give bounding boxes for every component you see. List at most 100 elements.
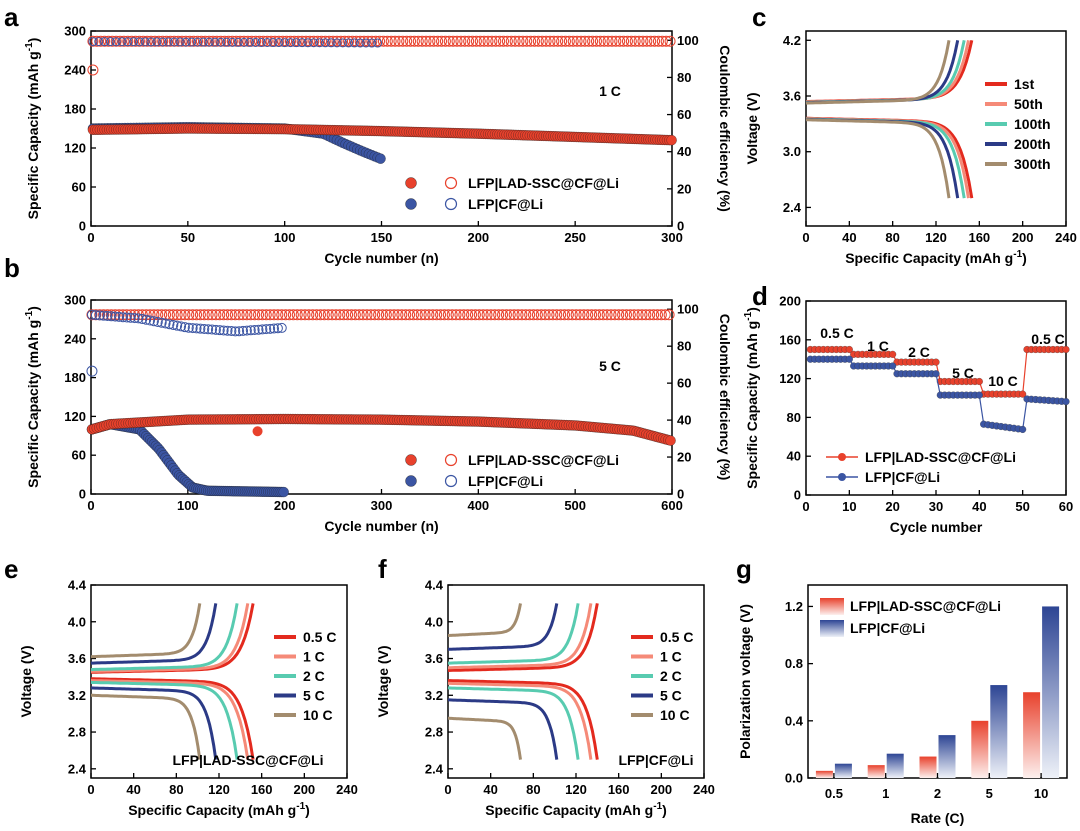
ce-point-blue [140,37,150,47]
ce-point-red [388,309,400,321]
ce-point-red [396,309,408,321]
bar-blue [1042,606,1060,778]
ce-point-blue [291,38,301,48]
ce-point-red [447,35,459,47]
outlier-point [252,426,263,437]
ce-point-red [536,35,548,47]
outlier-point [87,64,99,76]
ce-point-red [330,309,342,321]
y-tick-label: 0 [79,219,86,234]
ce-point-red [446,309,458,321]
rate-point [975,377,983,386]
ce-point-red [575,35,587,47]
panel-e: 0 40 80 120 160 200 240 2.4 2.8 3.2 3.6 4.0 4.4 Speci… [4,554,358,818]
ce-point-red [629,35,641,47]
ce-point-red [605,309,617,321]
rate-label: 2 C [908,344,930,360]
bar-red [971,720,989,778]
ce-point-red [412,35,424,47]
ce-point-blue [367,38,377,48]
ce-point-red [497,309,509,321]
y-tick-label: 120 [64,409,86,424]
y-tick-label: 4.0 [425,614,443,629]
ce-point-red [451,35,463,47]
ce-point-red [632,309,644,321]
ce-point-red [528,309,540,321]
y-tick-label: 4.2 [783,33,801,48]
y-tick-label: 0 [794,488,801,503]
rate-point [845,345,853,354]
ce-point-red [307,309,319,321]
y-axis-label-end: ) [25,38,41,43]
ce-point-red [579,35,591,47]
ce-point-red [194,309,206,321]
ce-point-red [466,309,478,321]
ce-point-red [498,35,510,47]
ce-point-blue [117,312,128,323]
ce-point-red [625,35,637,47]
discharge-curve [90,680,239,760]
x-axis-label: Cycle number (n) [324,250,438,266]
x-tick-label: 160 [251,782,273,797]
rate-point [975,391,983,399]
ce-point-red [655,309,667,321]
x-tick-label: 100 [177,498,199,513]
x-tick-label: 80 [169,782,183,797]
ce-point-blue [265,323,276,334]
charge-curve [448,603,593,670]
ce-point-red [287,309,299,321]
ce-point-red [384,309,396,321]
ce-point-red [481,309,493,321]
ce-point-blue [191,323,202,334]
charge-curve [448,603,580,665]
charge-curve [805,40,951,105]
ce-point-red [571,35,583,47]
ce-point-red [590,35,602,47]
ce-point-red [443,35,455,47]
ce-point-red [531,309,543,321]
x-axis-label-sup: -1 [1013,249,1022,260]
ce-point-red [474,35,486,47]
ce-point-blue [204,37,214,47]
ce-point-red [188,35,200,47]
ce-point-blue [245,325,256,336]
ce-point-blue [152,316,163,327]
x-tick-label: 120 [208,782,230,797]
ce-point-red [520,309,532,321]
y-tick-label: 2.8 [425,725,443,740]
legend-label: LFP|CF@Li [468,473,543,489]
ce-point-red [598,35,610,47]
legend-label: LFP|CF@Li [865,469,940,485]
ce-point-blue [207,324,218,335]
y2-tick-label: 20 [677,450,691,465]
ce-point-red [338,309,350,321]
y2-tick-label: 100 [677,302,699,317]
inset-label: LFP|LAD-SSC@CF@Li [173,752,324,768]
ce-point-red [272,309,284,321]
inset-label: LFP|CF@Li [618,752,693,768]
ce-point-red [222,309,234,321]
ce-point-blue [203,324,214,335]
ce-point-red [610,35,622,47]
ce-point-blue [198,37,208,47]
discharge-curve [448,716,522,760]
ce-point-red [525,35,537,47]
ce-point-red [318,309,330,321]
rate-annotation: 5 C [599,358,621,374]
x-axis-label: Specific Capacity (mAh g-1) [128,801,310,818]
x-axis-label-main: Specific Capacity (mAh g [128,802,296,818]
y-tick-label: 300 [64,293,86,308]
ce-point-blue [355,38,365,48]
y-tick-label: 1.2 [785,599,803,614]
ce-point-blue [105,37,115,47]
ce-point-blue [251,37,261,47]
legend-label: 300th [1014,156,1051,172]
ce-point-red [649,35,661,47]
ce-point-blue [249,325,260,336]
ce-point-red [455,35,467,47]
ce-point-blue [269,323,280,334]
ce-point-red [343,35,355,47]
capacity-point-blue [278,486,289,498]
ce-point-red [478,35,490,47]
discharge-curve [448,698,559,760]
